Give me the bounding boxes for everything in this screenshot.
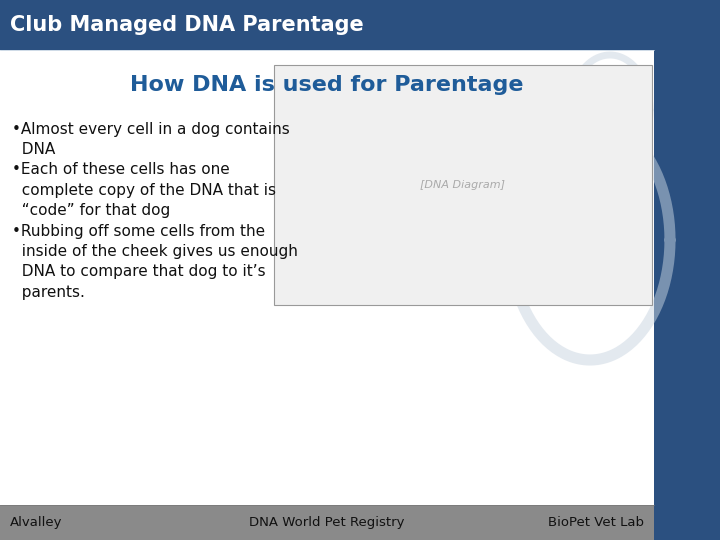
Bar bbox=[654, 0, 720, 540]
Bar bbox=[0, 0, 654, 50]
Text: [DNA Diagram]: [DNA Diagram] bbox=[420, 180, 505, 190]
Text: Alvalley: Alvalley bbox=[10, 516, 63, 529]
Bar bbox=[0, 505, 654, 540]
Text: BioPet Vet Lab: BioPet Vet Lab bbox=[548, 516, 644, 529]
Text: DNA World Pet Registry: DNA World Pet Registry bbox=[249, 516, 405, 529]
Text: Club Managed DNA Parentage: Club Managed DNA Parentage bbox=[10, 15, 364, 35]
Text: •Almost every cell in a dog contains
  DNA
•Each of these cells has one
  comple: •Almost every cell in a dog contains DNA… bbox=[12, 122, 298, 300]
Text: How DNA is used for Parentage: How DNA is used for Parentage bbox=[130, 75, 523, 94]
Bar bbox=[274, 65, 652, 305]
